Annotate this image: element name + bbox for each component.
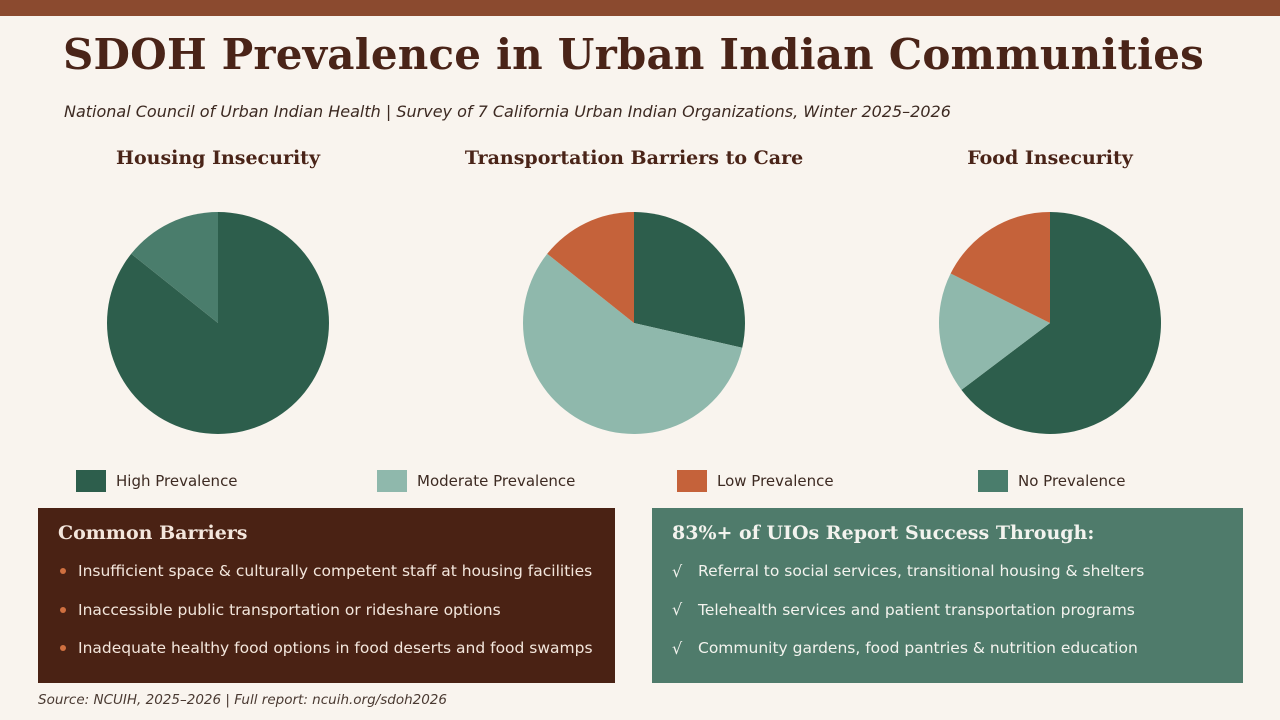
pie-food: [939, 212, 1161, 434]
list-item: √ Referral to social services, transition…: [672, 552, 1223, 591]
success-title: 83%+ of UIOs Report Success Through:: [672, 522, 1095, 544]
pie-slice-low-prevalence: [950, 212, 1050, 323]
pie-slice-no-prevalence: [131, 212, 218, 323]
success-panel: 83%+ of UIOs Report Success Through: √ Re…: [652, 508, 1243, 683]
legend-item-none: No Prevalence: [978, 470, 1125, 492]
pie-slice-high-prevalence: [106, 212, 329, 434]
check-icon: √: [672, 638, 683, 658]
success-list: √ Referral to social services, transition…: [672, 552, 1223, 668]
top-accent-bar: [0, 0, 1280, 16]
common-barriers-panel: Common Barriers Insufficient space & cul…: [38, 508, 615, 683]
barriers-list: Insufficient space & culturally competen…: [58, 552, 595, 668]
success-text: Community gardens, food pantries & nutri…: [698, 639, 1138, 658]
bullet-dot-icon: [60, 568, 66, 575]
legend-swatch-high: [76, 470, 106, 492]
list-item: Inadequate healthy food options in food …: [58, 629, 595, 668]
pie-housing: [106, 212, 329, 434]
page-subtitle: National Council of Urban Indian Health …: [64, 102, 951, 121]
check-icon: √: [672, 600, 683, 620]
list-item: Inaccessible public transportation or ri…: [58, 591, 595, 630]
chart-title-transportation: Transportation Barriers to Care: [464, 147, 804, 169]
legend-swatch-none: [978, 470, 1008, 492]
pie-slice-moderate-prevalence: [939, 273, 1050, 390]
legend-label: Moderate Prevalence: [417, 472, 576, 490]
list-item: √ Community gardens, food pantries & nutr…: [672, 629, 1223, 668]
pie-slice-high-prevalence: [634, 212, 745, 348]
legend-item-low: Low Prevalence: [677, 470, 834, 492]
legend-item-high: High Prevalence: [76, 470, 238, 492]
pie-slice-moderate-prevalence: [523, 253, 743, 434]
common-barriers-title: Common Barriers: [58, 522, 248, 544]
legend-label: Low Prevalence: [717, 472, 834, 490]
legend-item-moderate: Moderate Prevalence: [377, 470, 575, 492]
bullet-dot-icon: [60, 606, 66, 613]
source-note: Source: NCUIH, 2025–2026 | Full report: …: [38, 692, 447, 708]
list-item: √ Telehealth services and patient transpo…: [672, 591, 1223, 630]
chart-title-food: Food Insecurity: [967, 147, 1133, 169]
barrier-text: Inadequate healthy food options in food …: [78, 639, 593, 658]
legend-swatch-moderate: [377, 470, 407, 492]
pie-slice-low-prevalence: [547, 212, 634, 323]
list-item: Insufficient space & culturally competen…: [58, 552, 595, 591]
legend-label: High Prevalence: [116, 472, 238, 490]
success-text: Referral to social services, transitiona…: [698, 562, 1145, 581]
pie-slice-high-prevalence: [961, 212, 1161, 434]
page-title: SDOH Prevalence in Urban Indian Communit…: [63, 30, 1204, 79]
chart-title-housing: Housing Insecurity: [116, 147, 320, 169]
check-icon: √: [672, 561, 683, 581]
legend-swatch-low: [677, 470, 707, 492]
bullet-dot-icon: [60, 645, 66, 652]
barrier-text: Insufficient space & culturally competen…: [78, 562, 593, 581]
barrier-text: Inaccessible public transportation or ri…: [78, 600, 501, 619]
pie-transportation: [523, 212, 745, 434]
success-text: Telehealth services and patient transpor…: [698, 600, 1135, 619]
legend-label: No Prevalence: [1018, 472, 1126, 490]
